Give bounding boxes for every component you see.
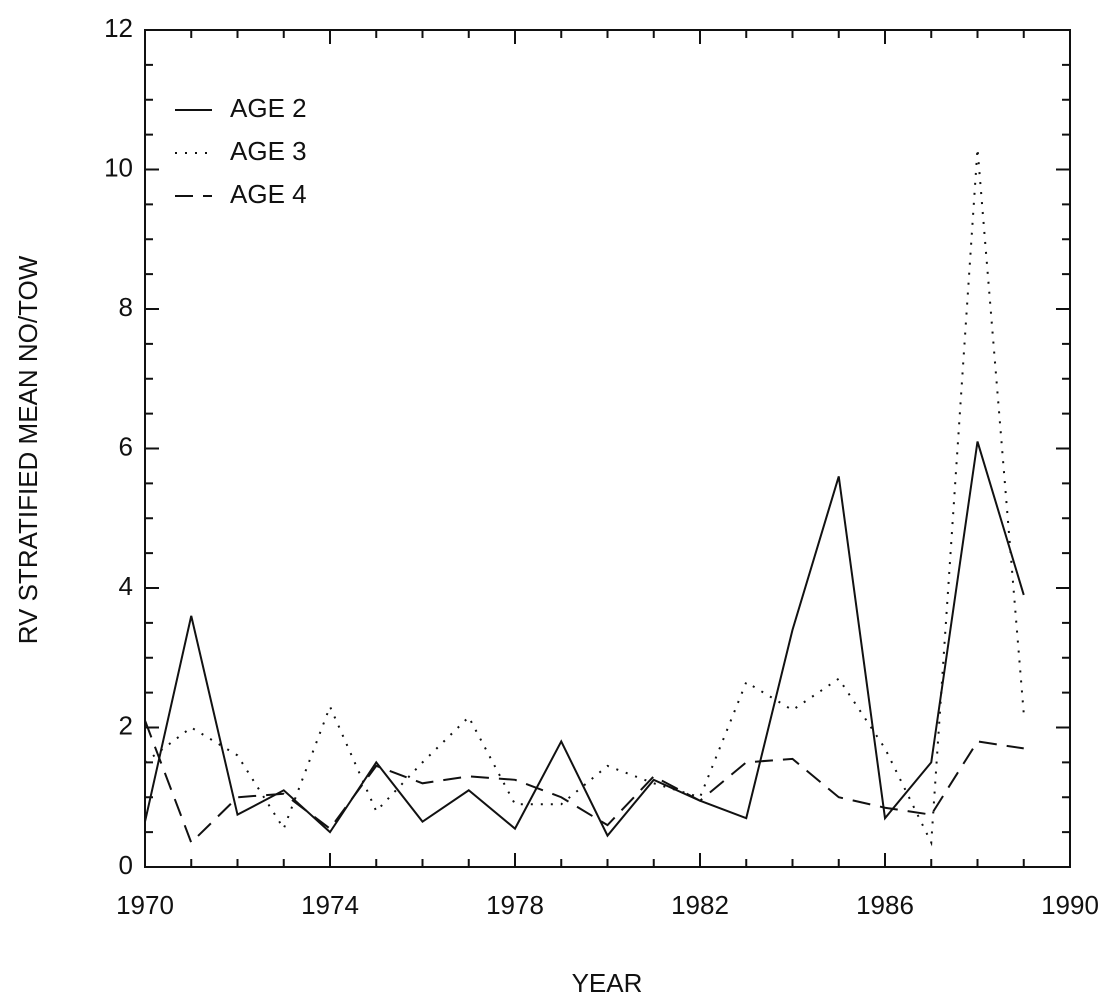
y-axis-label: RV STRATIFIED MEAN NO/TOW bbox=[13, 255, 43, 644]
x-tick-label: 1990 bbox=[1041, 890, 1099, 920]
x-tick-label: 1982 bbox=[671, 890, 729, 920]
y-tick-label: 4 bbox=[119, 571, 133, 601]
x-axis-label: YEAR bbox=[572, 968, 643, 998]
y-tick-label: 10 bbox=[104, 152, 133, 182]
y-tick-label: 2 bbox=[119, 710, 133, 740]
y-tick-label: 8 bbox=[119, 292, 133, 322]
data-line bbox=[144, 148, 1025, 847]
legend-label: AGE 2 bbox=[230, 93, 307, 123]
legend-label: AGE 4 bbox=[230, 179, 307, 209]
x-tick-label: 1970 bbox=[116, 890, 174, 920]
y-tick-label: 0 bbox=[119, 850, 133, 880]
legend-label: AGE 3 bbox=[230, 136, 307, 166]
y-tick-label: 12 bbox=[104, 13, 133, 43]
y-tick-label: 6 bbox=[119, 431, 133, 461]
x-tick-label: 1986 bbox=[856, 890, 914, 920]
data-line bbox=[144, 441, 1025, 838]
x-tick-label: 1974 bbox=[301, 890, 359, 920]
x-tick-label: 1978 bbox=[486, 890, 544, 920]
data-line bbox=[144, 720, 1024, 845]
